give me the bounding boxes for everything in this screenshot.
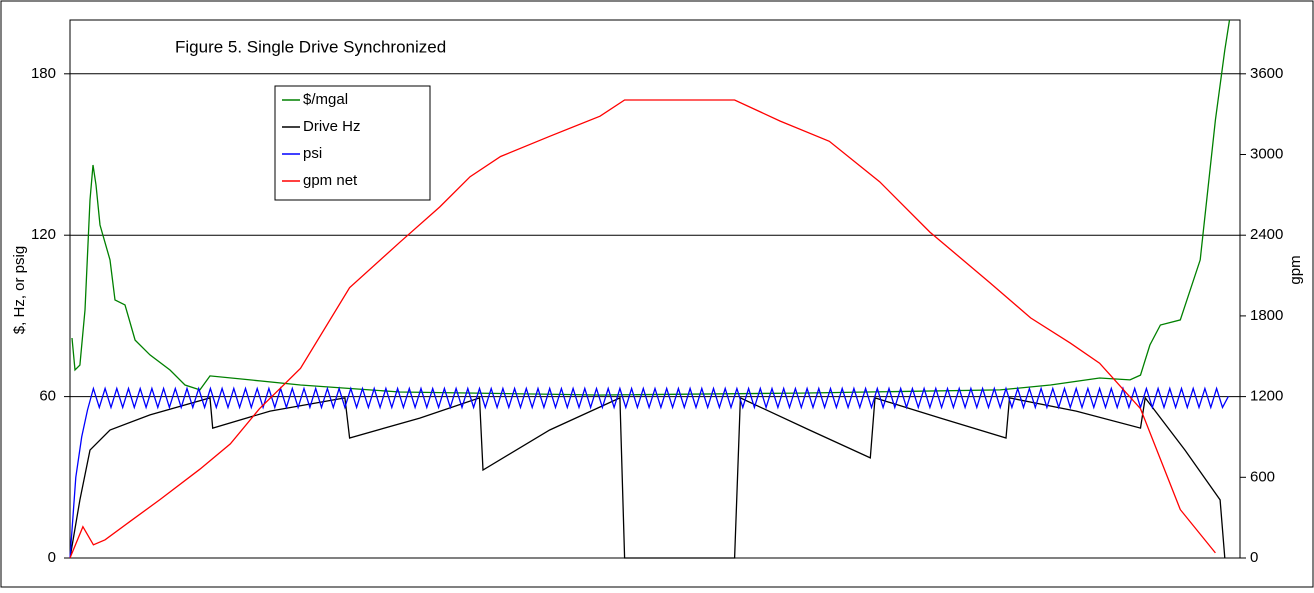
series-line bbox=[69, 386, 1229, 559]
y2-tick-label: 1800 bbox=[1250, 307, 1283, 324]
y2-tick-label: 2400 bbox=[1250, 226, 1283, 243]
legend-label: Drive Hz bbox=[303, 118, 361, 135]
y2-tick-label: 600 bbox=[1250, 468, 1275, 485]
y-tick-label: 120 bbox=[31, 226, 56, 243]
y-tick-label: 180 bbox=[31, 65, 56, 82]
series-line bbox=[69, 99, 1216, 559]
y2-axis-label: gpm bbox=[1287, 255, 1304, 284]
series-line bbox=[71, 19, 1231, 396]
chart-title: Figure 5. Single Drive Synchronized bbox=[175, 37, 446, 56]
y2-tick-label: 0 bbox=[1250, 549, 1258, 566]
legend-box bbox=[274, 85, 431, 201]
y-tick-label: 60 bbox=[39, 388, 56, 405]
y2-tick-label: 3600 bbox=[1250, 65, 1283, 82]
series-line bbox=[69, 396, 1226, 559]
legend-label: $/mgal bbox=[303, 91, 348, 108]
y2-tick-label: 3000 bbox=[1250, 145, 1283, 162]
y-axis-label: $, Hz, or psig bbox=[11, 246, 28, 334]
y2-tick-label: 1200 bbox=[1250, 388, 1283, 405]
legend-label: psi bbox=[303, 145, 322, 162]
y-tick-label: 0 bbox=[48, 549, 56, 566]
plot-area bbox=[69, 19, 1241, 559]
legend-label: gpm net bbox=[303, 172, 358, 189]
